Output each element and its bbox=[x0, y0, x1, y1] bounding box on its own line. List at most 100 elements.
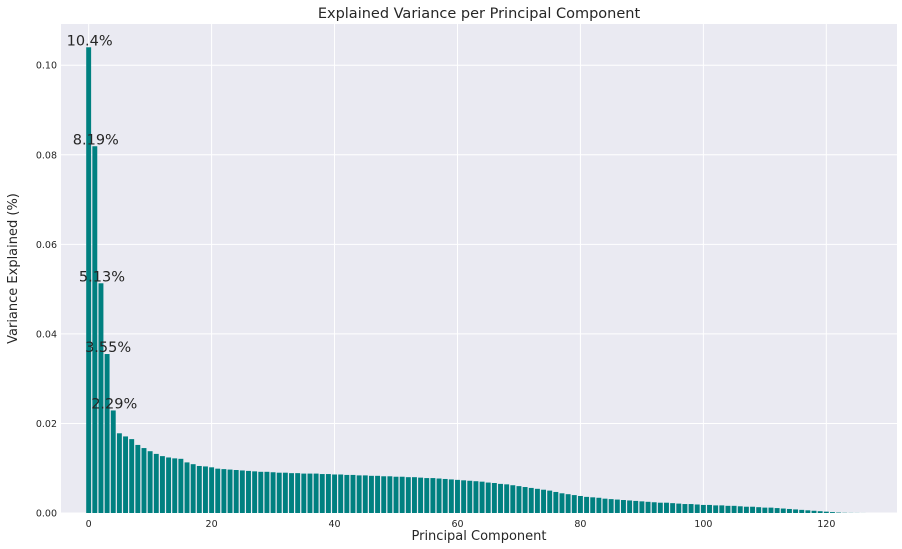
bar-annotation: 8.19% bbox=[73, 132, 119, 148]
bar bbox=[719, 505, 725, 513]
bar bbox=[319, 474, 325, 513]
bar bbox=[584, 496, 590, 513]
bar bbox=[700, 504, 706, 513]
bar bbox=[448, 479, 454, 513]
bar bbox=[491, 482, 497, 513]
bar-annotation: 2.29% bbox=[91, 396, 137, 412]
bar bbox=[141, 448, 147, 513]
bar bbox=[774, 508, 780, 513]
bar bbox=[147, 451, 153, 513]
bar bbox=[504, 484, 510, 513]
bar bbox=[184, 462, 190, 513]
bar bbox=[541, 489, 547, 513]
bar-annotation: 5.13% bbox=[79, 269, 125, 285]
bar bbox=[276, 472, 282, 513]
x-tick-label: 120 bbox=[817, 519, 835, 530]
bar bbox=[215, 468, 221, 513]
bar bbox=[522, 487, 528, 513]
bar bbox=[387, 476, 393, 513]
bar bbox=[411, 477, 417, 513]
x-tick-label: 100 bbox=[694, 519, 712, 530]
bar bbox=[270, 472, 276, 513]
bar bbox=[750, 506, 756, 513]
bar bbox=[528, 487, 534, 513]
y-tick-label: 0.00 bbox=[36, 509, 57, 520]
bar bbox=[129, 439, 135, 513]
bar bbox=[442, 478, 448, 513]
y-tick-label: 0.06 bbox=[36, 240, 57, 251]
bar bbox=[627, 500, 633, 513]
bar bbox=[461, 480, 467, 513]
bar bbox=[633, 500, 639, 513]
bar bbox=[799, 509, 805, 513]
bar bbox=[110, 410, 116, 513]
bar bbox=[313, 473, 319, 513]
x-tick-label: 20 bbox=[206, 519, 218, 530]
bar bbox=[479, 481, 485, 513]
bar bbox=[282, 472, 288, 513]
bar bbox=[258, 471, 264, 513]
bar bbox=[657, 502, 663, 513]
bar bbox=[202, 466, 208, 513]
bar bbox=[516, 486, 522, 513]
y-tick-label: 0.02 bbox=[36, 419, 57, 430]
bar bbox=[227, 469, 233, 513]
y-tick-label: 0.08 bbox=[36, 150, 57, 161]
bar bbox=[159, 456, 165, 513]
bar bbox=[116, 433, 122, 513]
bar bbox=[430, 478, 436, 513]
bar bbox=[123, 436, 129, 513]
bar bbox=[651, 502, 657, 513]
bar bbox=[264, 471, 270, 513]
bar bbox=[768, 507, 774, 513]
bar bbox=[577, 495, 583, 513]
bar bbox=[356, 475, 362, 513]
bar bbox=[571, 495, 577, 513]
bar bbox=[153, 453, 159, 513]
bar bbox=[485, 482, 491, 513]
bar bbox=[596, 497, 602, 513]
bar bbox=[725, 505, 731, 513]
bar bbox=[405, 477, 411, 513]
bar bbox=[135, 444, 141, 513]
bar bbox=[590, 497, 596, 513]
bar bbox=[399, 476, 405, 513]
chart-title: Explained Variance per Principal Compone… bbox=[318, 6, 641, 22]
bar bbox=[344, 474, 350, 513]
bar bbox=[762, 507, 768, 513]
bar bbox=[823, 511, 829, 513]
bar bbox=[682, 504, 688, 513]
bar bbox=[670, 503, 676, 513]
grid-lines bbox=[61, 24, 897, 514]
bar bbox=[289, 473, 294, 513]
bar bbox=[786, 508, 792, 513]
bar bbox=[780, 508, 786, 513]
bar bbox=[602, 498, 608, 513]
bar bbox=[393, 476, 399, 513]
x-tick-label: 60 bbox=[451, 519, 463, 530]
bar bbox=[239, 470, 245, 513]
bar bbox=[829, 512, 835, 513]
x-axis-label: Principal Component bbox=[411, 529, 546, 544]
bar bbox=[688, 504, 694, 513]
bar bbox=[498, 483, 503, 513]
bar bbox=[301, 473, 307, 513]
bar bbox=[713, 505, 719, 513]
bar bbox=[252, 471, 258, 513]
plot-background bbox=[61, 24, 897, 513]
bar bbox=[805, 510, 811, 513]
bar bbox=[694, 504, 700, 513]
bar bbox=[547, 490, 553, 513]
bar bbox=[811, 510, 817, 513]
bar bbox=[424, 478, 430, 513]
bar bbox=[737, 506, 743, 513]
bar bbox=[166, 457, 172, 513]
bar bbox=[325, 474, 331, 513]
bar bbox=[664, 502, 669, 513]
bar bbox=[418, 477, 424, 513]
bar bbox=[455, 479, 460, 513]
bar bbox=[756, 507, 762, 513]
bar bbox=[676, 503, 682, 513]
